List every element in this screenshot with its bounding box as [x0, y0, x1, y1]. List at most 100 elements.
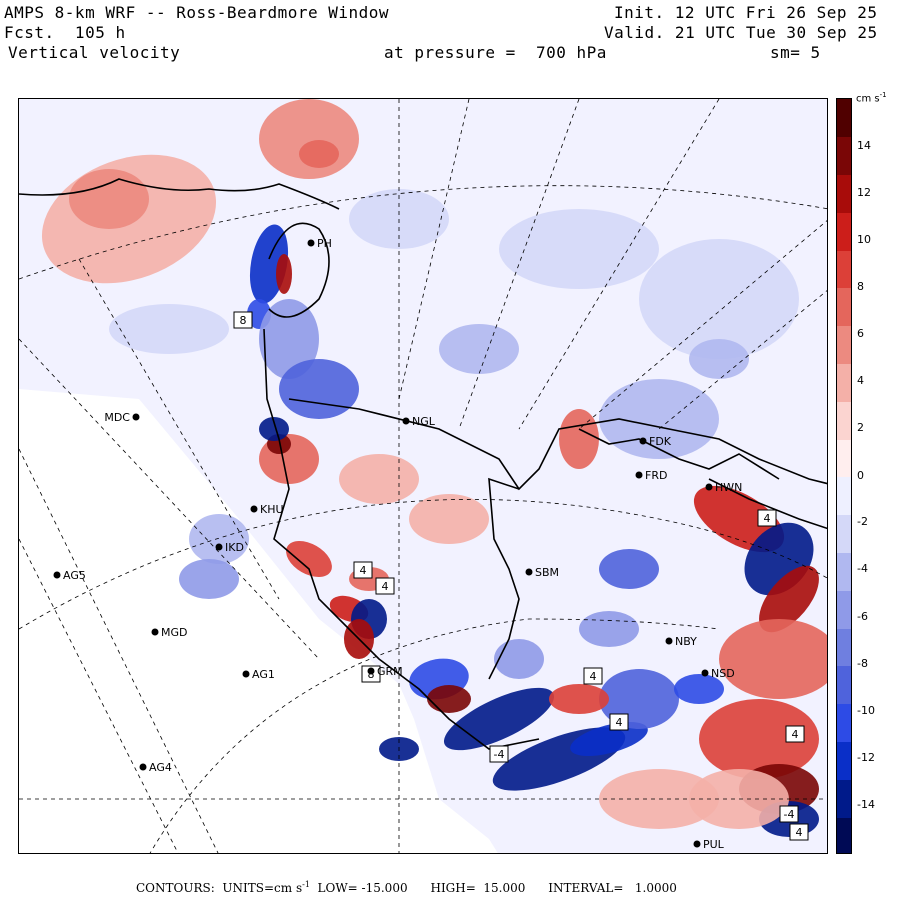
extremum-value: 4 — [590, 670, 597, 683]
colorbar-segment — [837, 363, 851, 402]
velocity-field-layer — [19, 99, 827, 853]
velocity-contour-blob — [259, 299, 319, 379]
station-marker — [215, 543, 223, 551]
extremum-box — [583, 667, 603, 685]
extremum-box — [779, 805, 799, 823]
extremum-box — [757, 509, 777, 527]
extremum-value: -4 — [784, 808, 795, 821]
forecast-hour: Fcst. 105 h — [4, 23, 126, 42]
station-marker — [132, 413, 140, 421]
station-label: GRM — [377, 665, 403, 678]
extremum-box — [375, 577, 395, 595]
field-name: Vertical velocity — [8, 43, 181, 62]
station-label: SBM — [535, 566, 559, 579]
colorbar-segment — [837, 552, 851, 591]
station-marker — [705, 483, 713, 491]
colorbar-tick-label: -8 — [857, 657, 868, 670]
coastline — [488, 477, 520, 680]
colorbar-tick-label: -6 — [857, 610, 868, 623]
station-label: AG5 — [63, 569, 86, 582]
velocity-contour-blob — [109, 304, 229, 354]
velocity-contour-blob — [599, 379, 719, 459]
station-marker — [525, 568, 533, 576]
colorbar-segment — [837, 477, 851, 516]
extremum-value: 4 — [792, 728, 799, 741]
station-marker — [242, 670, 250, 678]
station-label: PUL — [703, 838, 725, 851]
colorbar — [836, 98, 852, 854]
colorbar-segment — [837, 590, 851, 629]
station-marker — [307, 239, 315, 247]
colorbar-tick-label: -2 — [857, 515, 868, 528]
extremum-box — [609, 713, 629, 731]
colorbar-units: cm s-1 — [856, 91, 887, 105]
colorbar-tick-label: 2 — [857, 421, 864, 434]
colorbar-tick-label: 0 — [857, 469, 864, 482]
colorbar-segment — [837, 174, 851, 213]
velocity-contour-blob — [276, 254, 292, 294]
velocity-contour-blob — [719, 619, 827, 699]
station-marker — [139, 763, 147, 771]
velocity-contour-blob — [674, 674, 724, 704]
station-markers: MDC NGL FDK FRD HWN KHU IKD AG5 SBM MGD NBY AG1 GRM N… — [53, 237, 742, 851]
extremum-box — [353, 561, 373, 579]
velocity-contour-blob — [559, 409, 599, 469]
extremum-value: 4 — [382, 580, 389, 593]
station-marker — [367, 667, 375, 675]
latitude-line — [19, 185, 827, 280]
velocity-contour-blob — [549, 684, 609, 714]
colorbar-tick-label: 10 — [857, 233, 871, 246]
smoothing-value: sm= 5 — [770, 43, 821, 62]
velocity-contour-blob — [579, 611, 639, 647]
velocity-contour-blob — [494, 639, 544, 679]
velocity-contour-blob — [179, 559, 239, 599]
colorbar-tick-label: -4 — [857, 562, 868, 575]
station-marker — [250, 505, 258, 513]
extremum-value: -4 — [494, 748, 505, 761]
station-marker — [402, 417, 410, 425]
velocity-contour-blob — [639, 239, 799, 359]
colorbar-tick-label: -10 — [857, 704, 875, 717]
station-label: MGD — [161, 626, 188, 639]
coastline — [268, 222, 330, 318]
station-label: KHU — [260, 503, 284, 516]
station-label: AG1 — [252, 668, 275, 681]
station-label: NBY — [675, 635, 697, 648]
velocity-contour-blob — [699, 699, 819, 779]
colorbar-segment — [837, 288, 851, 327]
map-panel: 844844-444-44 MDCNGLFDKFRDHWNKHUIKDAG5SB… — [18, 98, 828, 854]
velocity-contour-blob — [279, 359, 359, 419]
station-label: NGL — [412, 415, 436, 428]
colorbar-segment — [837, 666, 851, 705]
extremum-box — [233, 311, 253, 329]
extrema-boxes: 844844-444-44 — [233, 311, 809, 841]
station-marker — [53, 571, 61, 579]
colorbar-segment — [837, 325, 851, 365]
colorbar-segment — [837, 136, 851, 176]
colorbar-segment — [837, 250, 851, 289]
extremum-value: 8 — [240, 314, 247, 327]
contour-info: CONTOURS: UNITS=cm s-1 LOW= -15.000 HIGH… — [136, 880, 677, 895]
velocity-contour-blob — [189, 514, 249, 564]
station-label: NSD — [711, 667, 735, 680]
velocity-contour-blob — [69, 169, 149, 229]
extremum-value: 4 — [616, 716, 623, 729]
longitude-line — [19, 338, 320, 660]
coastline — [19, 178, 340, 210]
valid-time: Valid. 21 UTC Tue 30 Sep 25 — [604, 23, 878, 42]
velocity-contour-blob — [427, 685, 471, 713]
station-label: AG4 — [149, 761, 172, 774]
longitude-line — [518, 99, 720, 430]
map-title: AMPS 8-km WRF -- Ross-Beardmore Window — [4, 3, 390, 22]
station-marker — [701, 669, 709, 677]
pressure-level: at pressure = 700 hPa — [384, 43, 607, 62]
colorbar-segment — [837, 741, 851, 780]
station-marker — [665, 637, 673, 645]
longitude-line — [458, 99, 580, 430]
velocity-contour-blob — [689, 339, 749, 379]
extremum-value: 4 — [360, 564, 367, 577]
velocity-contour-blob — [443, 687, 555, 751]
station-label: FRD — [645, 469, 667, 482]
station-marker — [639, 437, 647, 445]
velocity-contour-blob — [499, 209, 659, 289]
